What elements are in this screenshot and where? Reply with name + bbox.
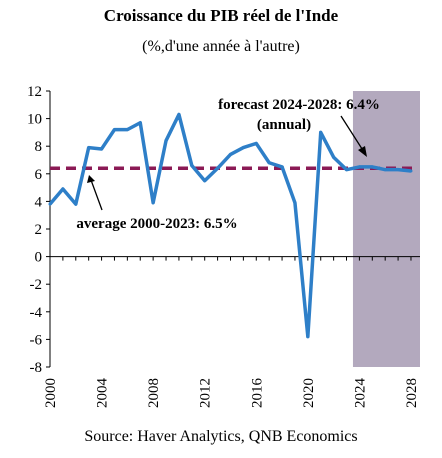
x-tick-label: 2016: [249, 378, 265, 409]
data-point: [138, 121, 142, 125]
data-point: [100, 147, 104, 151]
y-tick-label: 12: [27, 84, 42, 100]
data-point: [345, 168, 349, 172]
data-point: [409, 169, 413, 173]
forecast-arrow: [340, 115, 365, 153]
y-axis: -8 -6 -4 -2 0 2 4 6 8 10 12: [27, 84, 51, 376]
data-point: [241, 146, 245, 150]
data-point: [383, 168, 387, 172]
data-point: [293, 201, 297, 205]
x-tick-label: 2000: [43, 378, 59, 408]
forecast-arrow-head: [358, 146, 367, 157]
data-point: [74, 202, 78, 206]
average-arrow-head: [87, 175, 95, 183]
y-tick-label: -8: [30, 360, 43, 376]
data-point: [125, 128, 129, 132]
y-tick-label: 0: [35, 250, 43, 266]
data-point: [87, 146, 91, 150]
x-tick-label: 2004: [95, 378, 111, 409]
series-points: [48, 112, 413, 339]
data-point: [280, 165, 284, 169]
chart-source: Source: Haver Analytics, QNB Economics: [84, 428, 358, 445]
y-tick-label: -2: [30, 277, 43, 293]
y-tick-label: 4: [35, 194, 43, 210]
data-point: [61, 187, 65, 191]
data-point: [112, 128, 116, 132]
data-point: [396, 168, 400, 172]
forecast-shade: [352, 91, 420, 367]
data-point: [164, 139, 168, 143]
data-point: [177, 112, 181, 116]
y-tick-label: -6: [30, 332, 43, 348]
data-point: [370, 165, 374, 169]
data-point: [151, 201, 155, 205]
y-tick-label: 6: [35, 167, 43, 183]
x-tick-label: 2028: [404, 378, 420, 408]
data-point: [332, 155, 336, 159]
data-point: [306, 335, 310, 339]
forecast-annotation-sub: (annual): [257, 117, 311, 133]
data-point: [357, 165, 361, 169]
chart-title: Croissance du PIB réel de l'Inde: [103, 6, 339, 25]
x-tick-label: 2020: [301, 378, 317, 408]
y-tick-label: 8: [35, 139, 43, 155]
chart-subtitle: (%,d'une année à l'autre): [142, 38, 300, 55]
data-point: [254, 141, 258, 145]
data-point: [203, 179, 207, 183]
average-annotation: average 2000-2023: 6.5%: [76, 216, 237, 232]
data-point: [48, 202, 52, 206]
y-tick-label: -4: [30, 305, 43, 321]
x-axis: 2000 2004 2008 2012 2016 2020 2024 2028: [43, 256, 420, 409]
data-point: [267, 161, 271, 165]
x-tick-label: 2012: [198, 378, 214, 408]
x-tick-label: 2024: [352, 378, 368, 409]
data-point: [319, 130, 323, 134]
forecast-annotation: forecast 2024-2028: 6.4%: [218, 97, 380, 113]
data-point: [216, 166, 220, 170]
y-tick-label: 2: [35, 222, 43, 238]
y-tick-label: 10: [27, 112, 42, 128]
data-point: [190, 164, 194, 168]
data-point: [228, 152, 232, 156]
x-tick-label: 2008: [146, 378, 162, 408]
average-arrow: [90, 179, 103, 211]
